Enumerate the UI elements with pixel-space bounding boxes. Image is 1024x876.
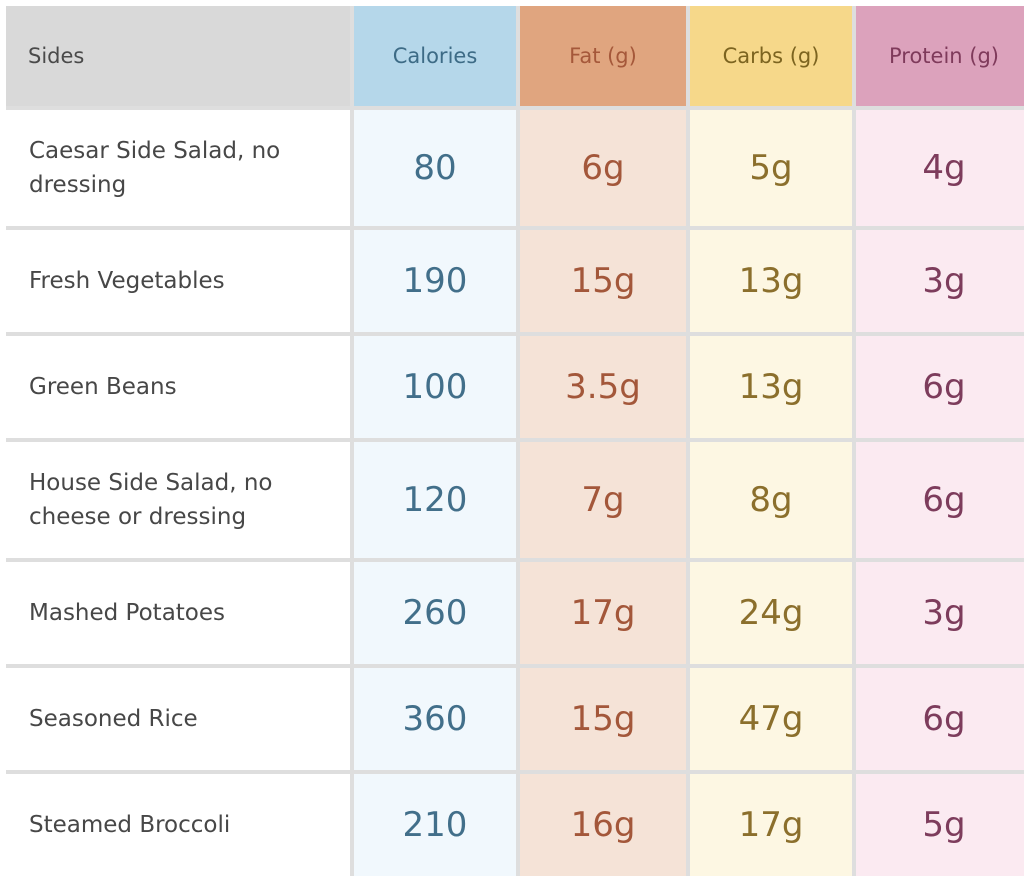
row-name: Steamed Broccoli [6,774,350,876]
row-protein: 4g [856,110,1024,226]
row-carbs: 47g [690,668,852,770]
row-carbs: 17g [690,774,852,876]
header-protein: Protein (g) [856,6,1024,106]
row-protein: 6g [856,668,1024,770]
header-fat: Fat (g) [520,6,686,106]
row-protein: 6g [856,442,1024,558]
row-calories: 190 [354,230,516,332]
row-carbs: 13g [690,336,852,438]
row-carbs: 24g [690,562,852,664]
row-fat: 15g [520,230,686,332]
row-fat: 17g [520,562,686,664]
row-carbs: 5g [690,110,852,226]
row-fat: 16g [520,774,686,876]
row-name: Caesar Side Salad, no dressing [6,110,350,226]
row-protein: 3g [856,562,1024,664]
nutrition-table: Sides Calories Fat (g) Carbs (g) Protein… [6,6,1024,876]
row-calories: 120 [354,442,516,558]
row-fat: 7g [520,442,686,558]
row-calories: 210 [354,774,516,876]
row-name: House Side Salad, no cheese or dressing [6,442,350,558]
row-calories: 80 [354,110,516,226]
row-carbs: 13g [690,230,852,332]
row-name: Seasoned Rice [6,668,350,770]
row-fat: 3.5g [520,336,686,438]
row-fat: 15g [520,668,686,770]
header-sides: Sides [6,6,350,106]
row-calories: 100 [354,336,516,438]
row-name: Mashed Potatoes [6,562,350,664]
row-name: Green Beans [6,336,350,438]
header-carbs: Carbs (g) [690,6,852,106]
row-protein: 6g [856,336,1024,438]
row-fat: 6g [520,110,686,226]
row-protein: 5g [856,774,1024,876]
row-carbs: 8g [690,442,852,558]
row-calories: 360 [354,668,516,770]
header-calories: Calories [354,6,516,106]
row-protein: 3g [856,230,1024,332]
row-calories: 260 [354,562,516,664]
row-name: Fresh Vegetables [6,230,350,332]
